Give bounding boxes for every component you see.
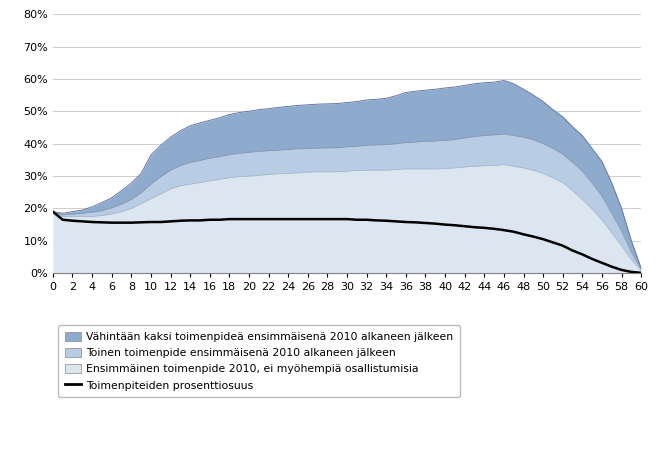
Legend: Vähintään kaksi toimenpideä ensimmäisenä 2010 alkaneen jälkeen, Toinen toimenpid: Vähintään kaksi toimenpideä ensimmäisenä… [58,325,460,397]
